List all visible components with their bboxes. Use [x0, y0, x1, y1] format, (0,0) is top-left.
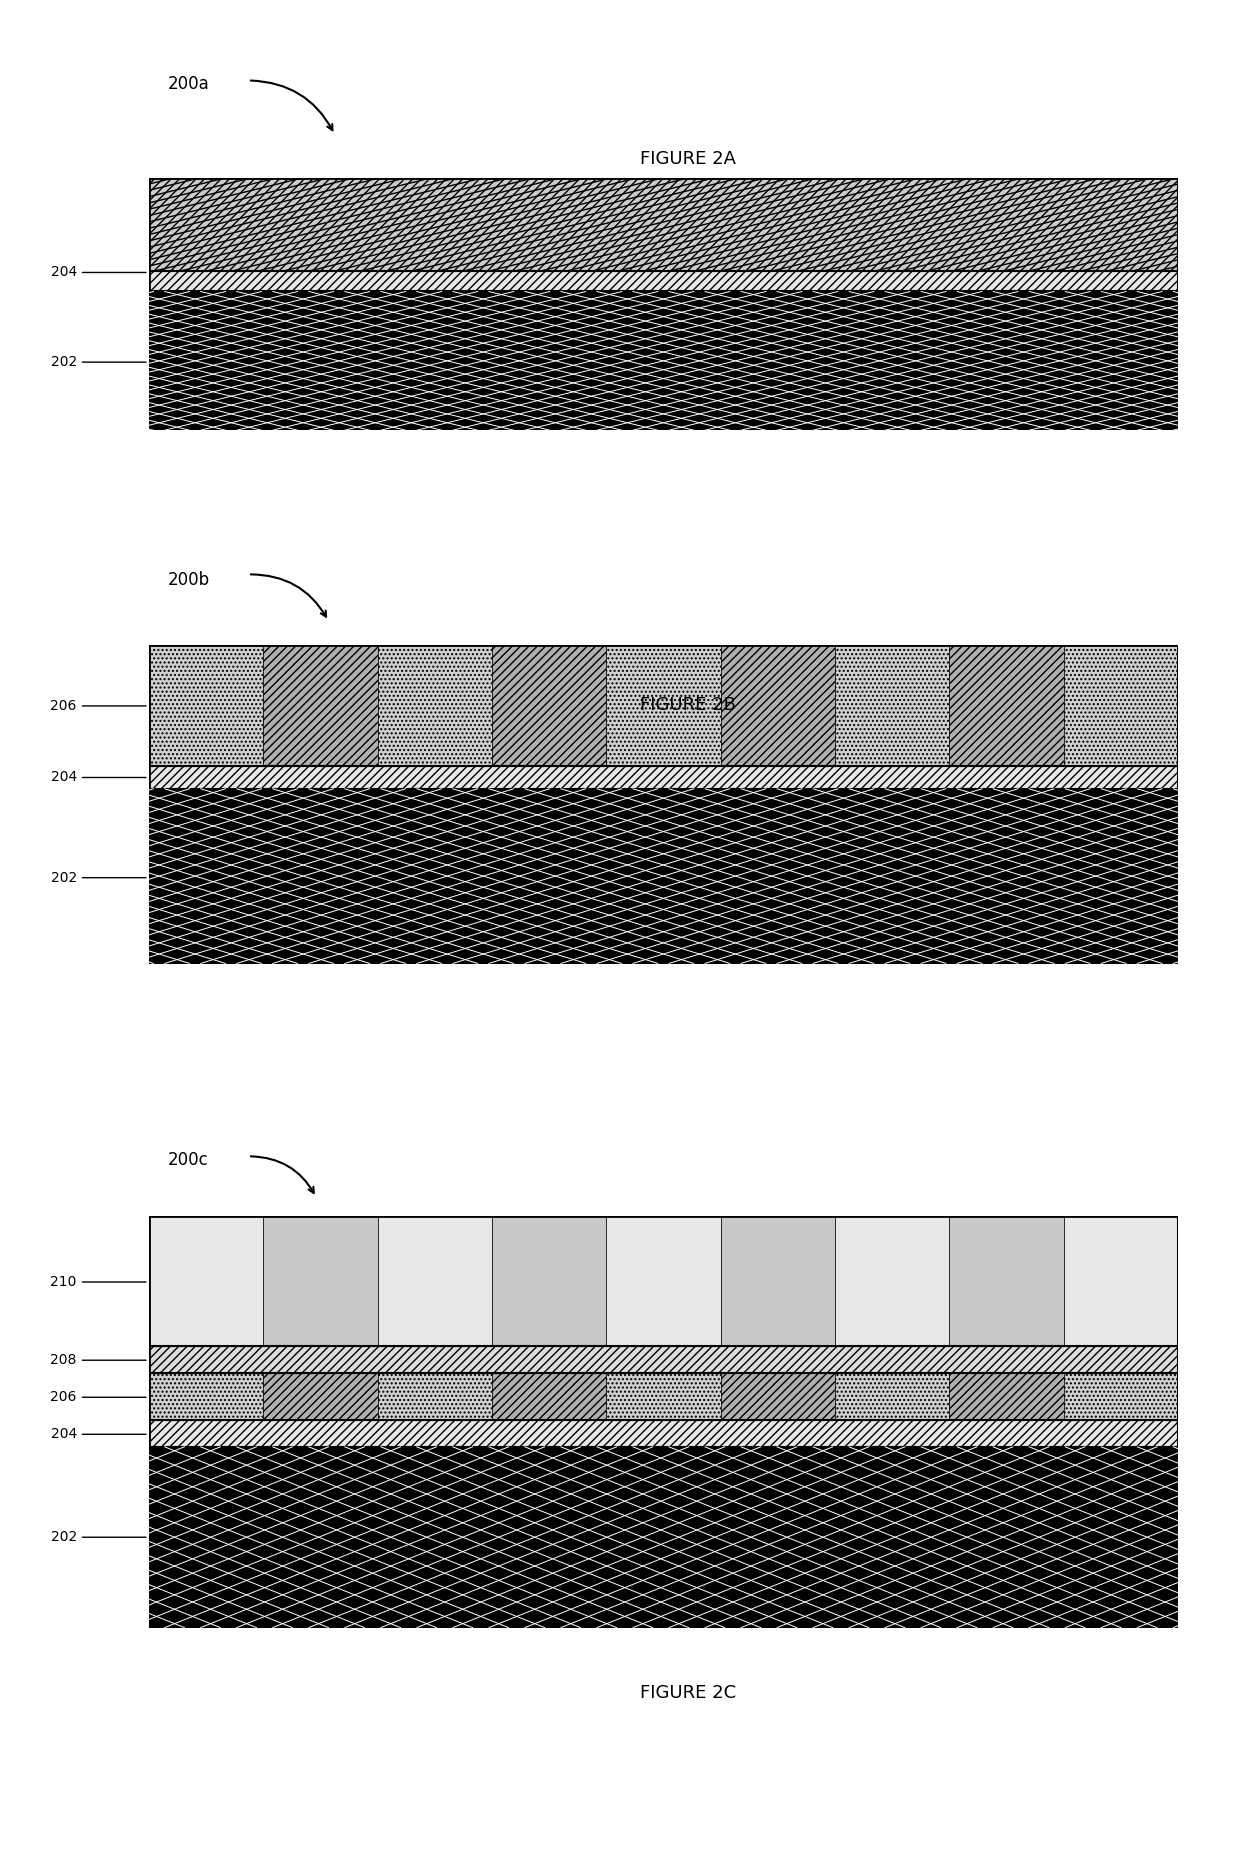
- Text: 202: 202: [51, 1530, 146, 1544]
- Bar: [1064, 1216, 1178, 1345]
- Bar: [1064, 1373, 1178, 1420]
- Bar: [149, 1420, 1178, 1446]
- Bar: [377, 1373, 492, 1420]
- Bar: [149, 767, 1178, 790]
- Bar: [950, 1216, 1064, 1345]
- Bar: [149, 1373, 263, 1420]
- Bar: [149, 767, 1178, 790]
- Bar: [835, 1216, 950, 1345]
- Text: 202: 202: [51, 355, 146, 369]
- Text: 210: 210: [51, 1274, 146, 1289]
- Bar: [720, 1373, 835, 1420]
- Bar: [263, 645, 377, 767]
- Text: 204: 204: [51, 771, 146, 784]
- Bar: [149, 1446, 1178, 1628]
- Bar: [377, 645, 492, 767]
- Bar: [149, 1216, 263, 1345]
- Bar: [1064, 645, 1178, 767]
- Text: 204: 204: [51, 1428, 146, 1441]
- Bar: [492, 645, 606, 767]
- Bar: [606, 1373, 720, 1420]
- Bar: [149, 645, 1178, 767]
- Bar: [1064, 645, 1178, 767]
- Bar: [149, 178, 1178, 271]
- Bar: [835, 1373, 950, 1420]
- Bar: [492, 645, 606, 767]
- Bar: [377, 1216, 492, 1345]
- Bar: [149, 1373, 263, 1420]
- Bar: [835, 645, 950, 767]
- Bar: [149, 1345, 1178, 1373]
- Bar: [149, 1373, 1178, 1420]
- Text: 204: 204: [51, 266, 146, 279]
- Bar: [492, 1373, 606, 1420]
- Bar: [720, 645, 835, 767]
- Bar: [720, 1373, 835, 1420]
- Bar: [263, 1373, 377, 1420]
- Bar: [950, 645, 1064, 767]
- Bar: [1064, 1373, 1178, 1420]
- Bar: [149, 178, 1178, 271]
- Bar: [606, 645, 720, 767]
- Bar: [950, 1373, 1064, 1420]
- Bar: [263, 645, 377, 767]
- Bar: [149, 645, 263, 767]
- Text: 202: 202: [51, 870, 146, 885]
- Bar: [149, 1345, 1178, 1373]
- Bar: [492, 1216, 606, 1345]
- Text: 200a: 200a: [167, 75, 210, 94]
- Bar: [492, 1373, 606, 1420]
- Bar: [263, 1216, 377, 1345]
- Bar: [149, 790, 1178, 964]
- Bar: [377, 645, 492, 767]
- Text: 200b: 200b: [167, 571, 210, 589]
- Bar: [835, 1373, 950, 1420]
- Bar: [149, 292, 1178, 430]
- Bar: [606, 1373, 720, 1420]
- Text: FIGURE 2A: FIGURE 2A: [640, 150, 737, 168]
- Bar: [720, 1216, 835, 1345]
- Bar: [606, 1216, 720, 1345]
- Bar: [720, 645, 835, 767]
- Bar: [263, 1373, 377, 1420]
- Bar: [377, 1373, 492, 1420]
- Text: 206: 206: [51, 1390, 146, 1405]
- Bar: [149, 645, 263, 767]
- Text: 200c: 200c: [167, 1151, 208, 1169]
- Bar: [149, 1420, 1178, 1446]
- Bar: [835, 645, 950, 767]
- Bar: [606, 645, 720, 767]
- Bar: [149, 1216, 1178, 1345]
- Text: FIGURE 2C: FIGURE 2C: [640, 1684, 737, 1703]
- Bar: [149, 271, 1178, 292]
- Bar: [950, 645, 1064, 767]
- Bar: [149, 271, 1178, 292]
- Text: 206: 206: [51, 700, 146, 713]
- Text: FIGURE 2B: FIGURE 2B: [640, 696, 737, 715]
- Bar: [950, 1373, 1064, 1420]
- Text: 208: 208: [51, 1353, 146, 1368]
